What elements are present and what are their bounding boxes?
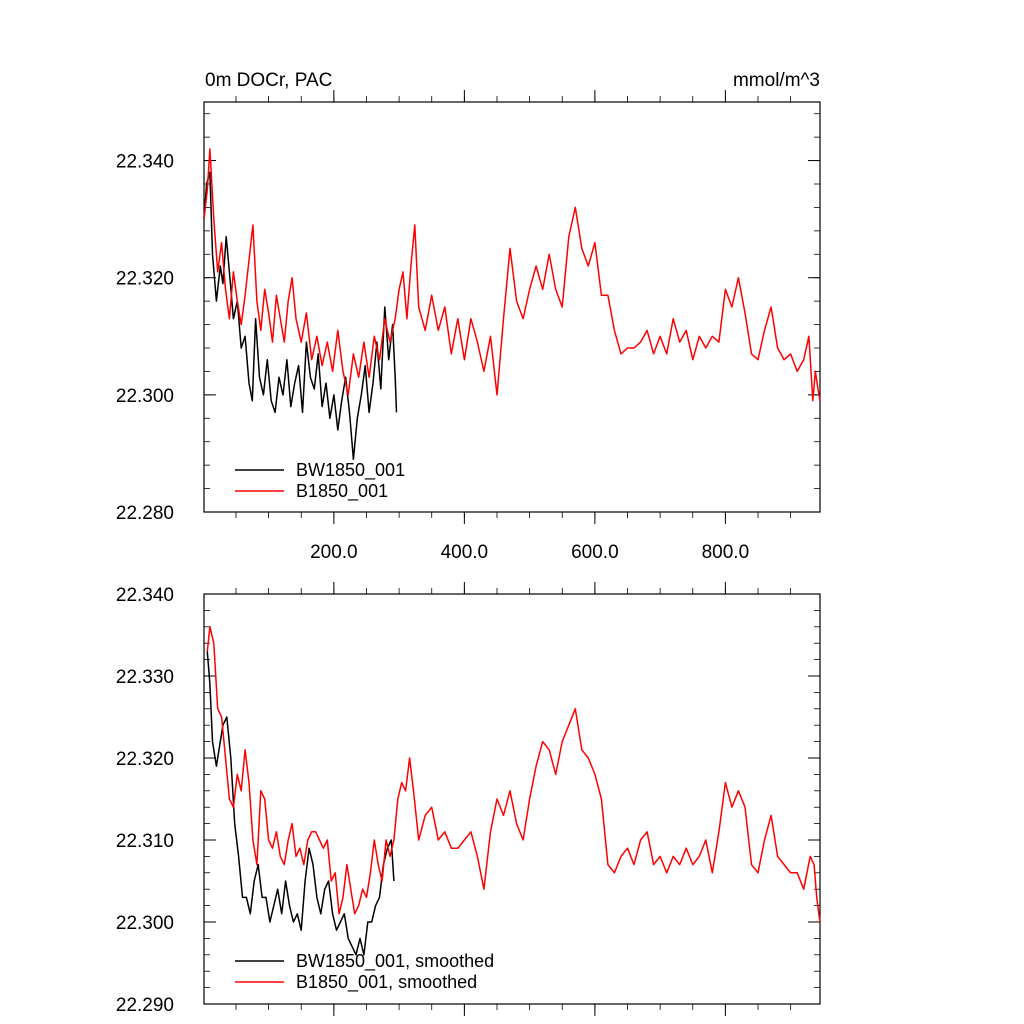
top-y-tick-label: 22.320 <box>116 269 174 290</box>
top-x-tick-label: 200.0 <box>310 542 358 563</box>
bottom-legend-label-b1850: B1850_001, smoothed <box>296 972 477 993</box>
top-x-tick-label: 800.0 <box>702 542 750 563</box>
bottom-legend: BW1850_001, smoothed B1850_001, smoothed <box>235 951 494 993</box>
bottom-series-line-b1850 <box>206 626 821 923</box>
bottom-y-tick-label: 22.320 <box>116 749 174 770</box>
top-panel: 0m DOCr, PAC mmol/m^3 22.280 22.300 22.320… <box>116 70 821 563</box>
top-legend-label-bw1850: BW1850_001 <box>296 460 405 481</box>
bottom-legend-label-bw1850: BW1850_001, smoothed <box>296 951 494 972</box>
top-x-tick-label: 600.0 <box>571 542 619 563</box>
top-legend: BW1850_001 B1850_001 <box>235 460 405 502</box>
bottom-y-tick-label: 22.290 <box>116 995 174 1016</box>
top-chart-units: mmol/m^3 <box>733 70 820 91</box>
top-y-tick-label: 22.300 <box>116 386 174 407</box>
top-x-tick-label: 400.0 <box>441 542 489 563</box>
bottom-panel: 22.290 22.300 22.310 22.320 22.330 22.340 BW1… <box>116 582 821 1016</box>
top-chart-title: 0m DOCr, PAC <box>205 70 332 91</box>
bottom-series-line-bw1850 <box>206 651 395 956</box>
bottom-y-tick-label: 22.310 <box>116 831 174 852</box>
top-plot-frame <box>203 101 821 513</box>
bottom-y-tick-label: 22.300 <box>116 913 174 934</box>
bottom-y-tick-label: 22.340 <box>116 585 174 606</box>
bottom-series-lines <box>206 626 821 956</box>
top-series-line-bw1850 <box>203 171 398 461</box>
bottom-plot-frame <box>203 593 821 1005</box>
top-axis-ticks: 22.280 22.300 22.320 22.340 200.0 400.0 600.0 8… <box>116 90 820 563</box>
top-y-tick-label: 22.340 <box>116 152 174 173</box>
top-y-tick-label: 22.280 <box>116 503 174 524</box>
top-series-line-b1850 <box>203 148 821 402</box>
bottom-y-tick-label: 22.330 <box>116 667 174 688</box>
bottom-axis-ticks: 22.290 22.300 22.310 22.320 22.330 22.340 <box>116 582 820 1016</box>
top-series-lines <box>203 148 821 461</box>
top-legend-label-b1850: B1850_001 <box>296 481 388 502</box>
